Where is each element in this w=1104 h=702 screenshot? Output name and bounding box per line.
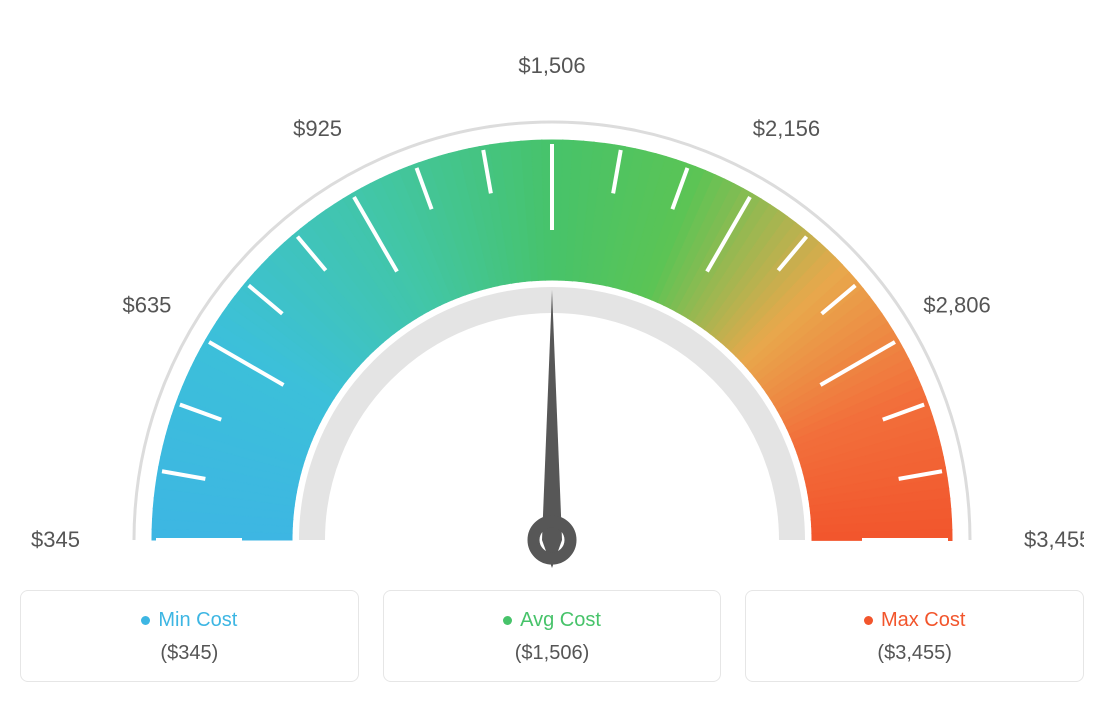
legend-card-min: Min Cost ($345) xyxy=(20,590,359,682)
gauge-tick-label: $925 xyxy=(293,116,342,141)
legend-title-min: Min Cost xyxy=(141,609,237,632)
gauge-tick-label: $635 xyxy=(122,293,171,318)
legend-title-avg-text: Avg Cost xyxy=(520,609,601,632)
gauge-area: $345 $635 $925 $1,506 $2,156 $2,806 $3,455 xyxy=(20,20,1084,580)
legend-title-min-text: Min Cost xyxy=(158,609,237,632)
legend-value-avg: ($1,506) xyxy=(396,642,709,665)
gauge-tick-label: $2,806 xyxy=(923,293,990,318)
legend-title-avg: Avg Cost xyxy=(503,609,601,632)
legend-card-avg: Avg Cost ($1,506) xyxy=(383,590,722,682)
legend-value-min: ($345) xyxy=(33,642,346,665)
gauge-tick-label: $3,455 xyxy=(1024,527,1084,552)
chart-wrapper: $345 $635 $925 $1,506 $2,156 $2,806 $3,455 Min… xyxy=(20,20,1084,682)
legend-title-max-text: Max Cost xyxy=(881,609,965,632)
dot-icon-avg xyxy=(503,616,512,625)
gauge-chart: $345 $635 $925 $1,506 $2,156 $2,806 $3,455 xyxy=(20,20,1084,580)
legend-row: Min Cost ($345) Avg Cost ($1,506) Max Co… xyxy=(20,590,1084,682)
legend-value-max: ($3,455) xyxy=(758,642,1071,665)
gauge-tick-label: $345 xyxy=(31,527,80,552)
legend-title-max: Max Cost xyxy=(864,609,965,632)
dot-icon-min xyxy=(141,616,150,625)
legend-card-max: Max Cost ($3,455) xyxy=(745,590,1084,682)
gauge-tick-label: $2,156 xyxy=(753,116,820,141)
dot-icon-max xyxy=(864,616,873,625)
gauge-tick-label: $1,506 xyxy=(518,53,585,78)
